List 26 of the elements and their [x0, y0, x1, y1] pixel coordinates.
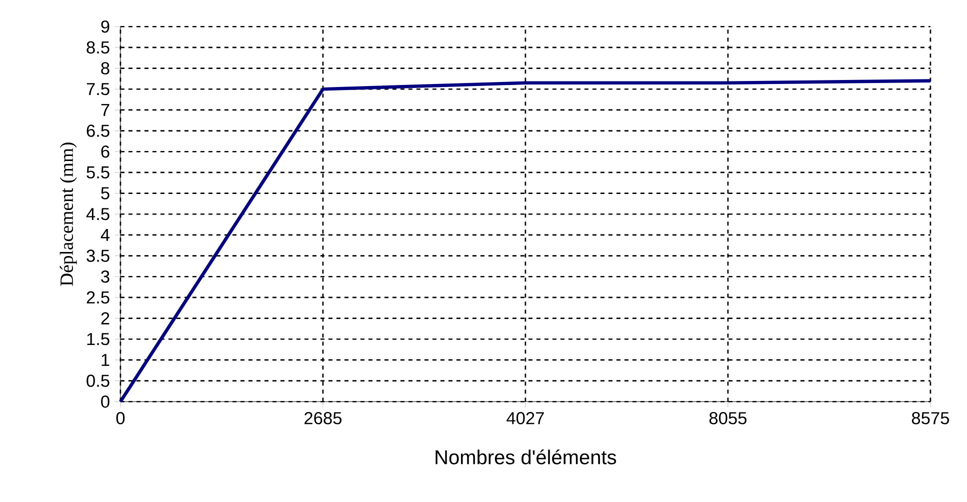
- x-tick-label: 4027: [506, 412, 544, 424]
- y-tick-label: 8.5: [86, 41, 110, 54]
- y-tick-label: 1.5: [87, 333, 110, 346]
- x-tick-label: 8055: [709, 412, 746, 424]
- y-tick-label: 4.5: [86, 208, 110, 220]
- x-tick-label: 2685: [304, 412, 342, 424]
- y-tick-label: 2.5: [86, 291, 110, 304]
- y-tick-label: 7.5: [86, 83, 110, 96]
- y-tick-label: 9: [101, 20, 110, 33]
- y-tick-label: 3: [101, 270, 110, 283]
- x-tick-label: 8575: [912, 412, 949, 424]
- y-tick-label: 0: [101, 395, 110, 408]
- y-tick-label: 7: [101, 104, 110, 116]
- y-tick-label: 8: [101, 62, 110, 74]
- y-tick-label: 6.5: [86, 124, 110, 137]
- y-tick-label: 1: [102, 354, 110, 366]
- y-axis-title: Déplacement (mm): [60, 142, 77, 286]
- y-tick-label: 5: [101, 187, 110, 200]
- y-tick-label: 2: [101, 312, 110, 324]
- y-tick-label: 0.5: [86, 374, 110, 387]
- y-tick-label: 5.5: [86, 166, 110, 178]
- x-tick-label: 0: [116, 412, 125, 424]
- y-tick-label: 3.5: [86, 250, 110, 262]
- y-tick-label: 6: [101, 145, 110, 158]
- y-tick-label: 4: [100, 228, 110, 241]
- x-axis-title: Nombres d'éléments: [436, 449, 616, 464]
